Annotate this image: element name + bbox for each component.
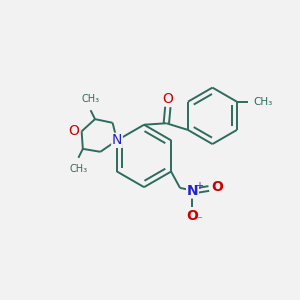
Text: +: + bbox=[195, 181, 203, 190]
Text: N: N bbox=[187, 184, 198, 198]
Text: O: O bbox=[187, 209, 198, 223]
Text: ⁻: ⁻ bbox=[196, 216, 202, 226]
Text: O: O bbox=[162, 92, 173, 106]
Text: O: O bbox=[68, 124, 79, 138]
Text: CH₃: CH₃ bbox=[69, 164, 87, 174]
Text: CH₃: CH₃ bbox=[253, 97, 272, 107]
Text: CH₃: CH₃ bbox=[82, 94, 100, 104]
Text: O: O bbox=[211, 180, 223, 194]
Text: N: N bbox=[112, 133, 122, 147]
